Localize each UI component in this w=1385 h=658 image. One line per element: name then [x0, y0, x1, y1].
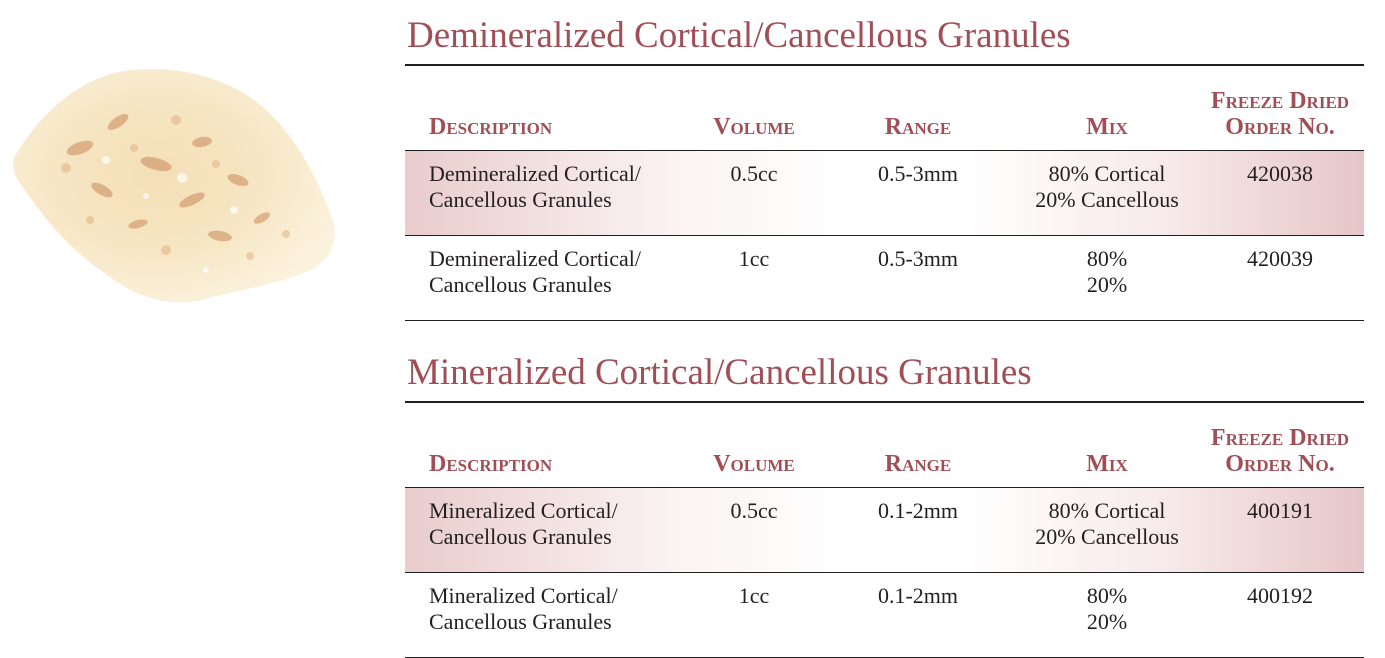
- mix-line1: 80%: [1086, 246, 1128, 271]
- cell-volume: 1cc: [738, 583, 770, 608]
- header-order-line2: Order No.: [1225, 114, 1335, 140]
- mix-line2: 20% Cancellous: [1035, 524, 1179, 549]
- description-line1: Mineralized Cortical/: [429, 583, 618, 608]
- demineralized-section: Demineralized Cortical/Cancellous Granul…: [405, 14, 1364, 321]
- header-range: Range: [884, 114, 952, 140]
- cell-description: Mineralized Cortical/ Cancellous Granule…: [405, 488, 690, 573]
- cell-description: Mineralized Cortical/ Cancellous Granule…: [405, 573, 690, 658]
- header-description: Description: [429, 451, 553, 477]
- description-line1: Demineralized Cortical/: [429, 161, 641, 186]
- mix-line2: 20% Cancellous: [1035, 187, 1179, 212]
- section-title: Demineralized Cortical/Cancellous Granul…: [407, 15, 1071, 56]
- header-order-number: Freeze Dried Order No.: [1196, 65, 1364, 151]
- cell-order-number: 400192: [1247, 583, 1313, 608]
- cell-description: Demineralized Cortical/ Cancellous Granu…: [405, 151, 690, 236]
- table-header-row: Description Volume Range Mix Freeze Drie…: [405, 65, 1364, 151]
- cell-range: 0.1-2mm: [877, 583, 959, 608]
- cell-mix: 80% Cortical 20% Cancellous: [1018, 488, 1196, 573]
- cell-order-number: 400191: [1247, 498, 1313, 523]
- table-row: Demineralized Cortical/ Cancellous Granu…: [405, 150, 1364, 236]
- section-title: Mineralized Cortical/Cancellous Granules: [407, 352, 1032, 393]
- header-order-line1: Freeze Dried: [1210, 88, 1350, 114]
- table-row: Demineralized Cortical/ Cancellous Granu…: [405, 236, 1364, 321]
- table-row: Mineralized Cortical/ Cancellous Granule…: [405, 573, 1364, 658]
- product-table: Description Volume Range Mix Freeze Drie…: [405, 401, 1364, 658]
- mix-line1: 80%: [1086, 583, 1128, 608]
- mix-line1: 80% Cortical: [1048, 161, 1166, 186]
- cell-volume: 0.5cc: [730, 498, 778, 523]
- description-line1: Demineralized Cortical/: [429, 246, 641, 271]
- granules-product-image: [13, 69, 335, 303]
- product-table: Description Volume Range Mix Freeze Drie…: [405, 64, 1364, 321]
- header-order-line2: Order No.: [1225, 451, 1335, 477]
- cell-order-number: 420039: [1247, 246, 1313, 271]
- cell-mix: 80% 20%: [1018, 573, 1196, 658]
- table-row: Mineralized Cortical/ Cancellous Granule…: [405, 487, 1364, 573]
- mix-line2: 20%: [1086, 272, 1128, 297]
- header-description: Description: [429, 114, 553, 140]
- mix-line1: 80% Cortical: [1048, 498, 1166, 523]
- description-line1: Mineralized Cortical/: [429, 498, 618, 523]
- cell-range: 0.5-3mm: [877, 161, 959, 186]
- cell-description: Demineralized Cortical/ Cancellous Granu…: [405, 236, 690, 321]
- mineralized-section: Mineralized Cortical/Cancellous Granules…: [405, 351, 1364, 658]
- header-range: Range: [884, 451, 952, 477]
- cell-order-number: 420038: [1247, 161, 1313, 186]
- cell-range: 0.5-3mm: [877, 246, 959, 271]
- description-line2: Cancellous Granules: [429, 524, 612, 549]
- cell-mix: 80% 20%: [1018, 236, 1196, 321]
- header-volume: Volume: [713, 451, 795, 477]
- table-header-row: Description Volume Range Mix Freeze Drie…: [405, 402, 1364, 488]
- header-order-line1: Freeze Dried: [1210, 425, 1350, 451]
- header-volume: Volume: [713, 114, 795, 140]
- cell-mix: 80% Cortical 20% Cancellous: [1018, 151, 1196, 236]
- cell-volume: 0.5cc: [730, 161, 778, 186]
- description-line2: Cancellous Granules: [429, 272, 612, 297]
- cell-volume: 1cc: [738, 246, 770, 271]
- cell-range: 0.1-2mm: [877, 498, 959, 523]
- header-mix: Mix: [1086, 114, 1128, 140]
- mix-line2: 20%: [1086, 609, 1128, 634]
- header-order-number: Freeze Dried Order No.: [1196, 402, 1364, 488]
- description-line2: Cancellous Granules: [429, 187, 612, 212]
- header-mix: Mix: [1086, 451, 1128, 477]
- description-line2: Cancellous Granules: [429, 609, 612, 634]
